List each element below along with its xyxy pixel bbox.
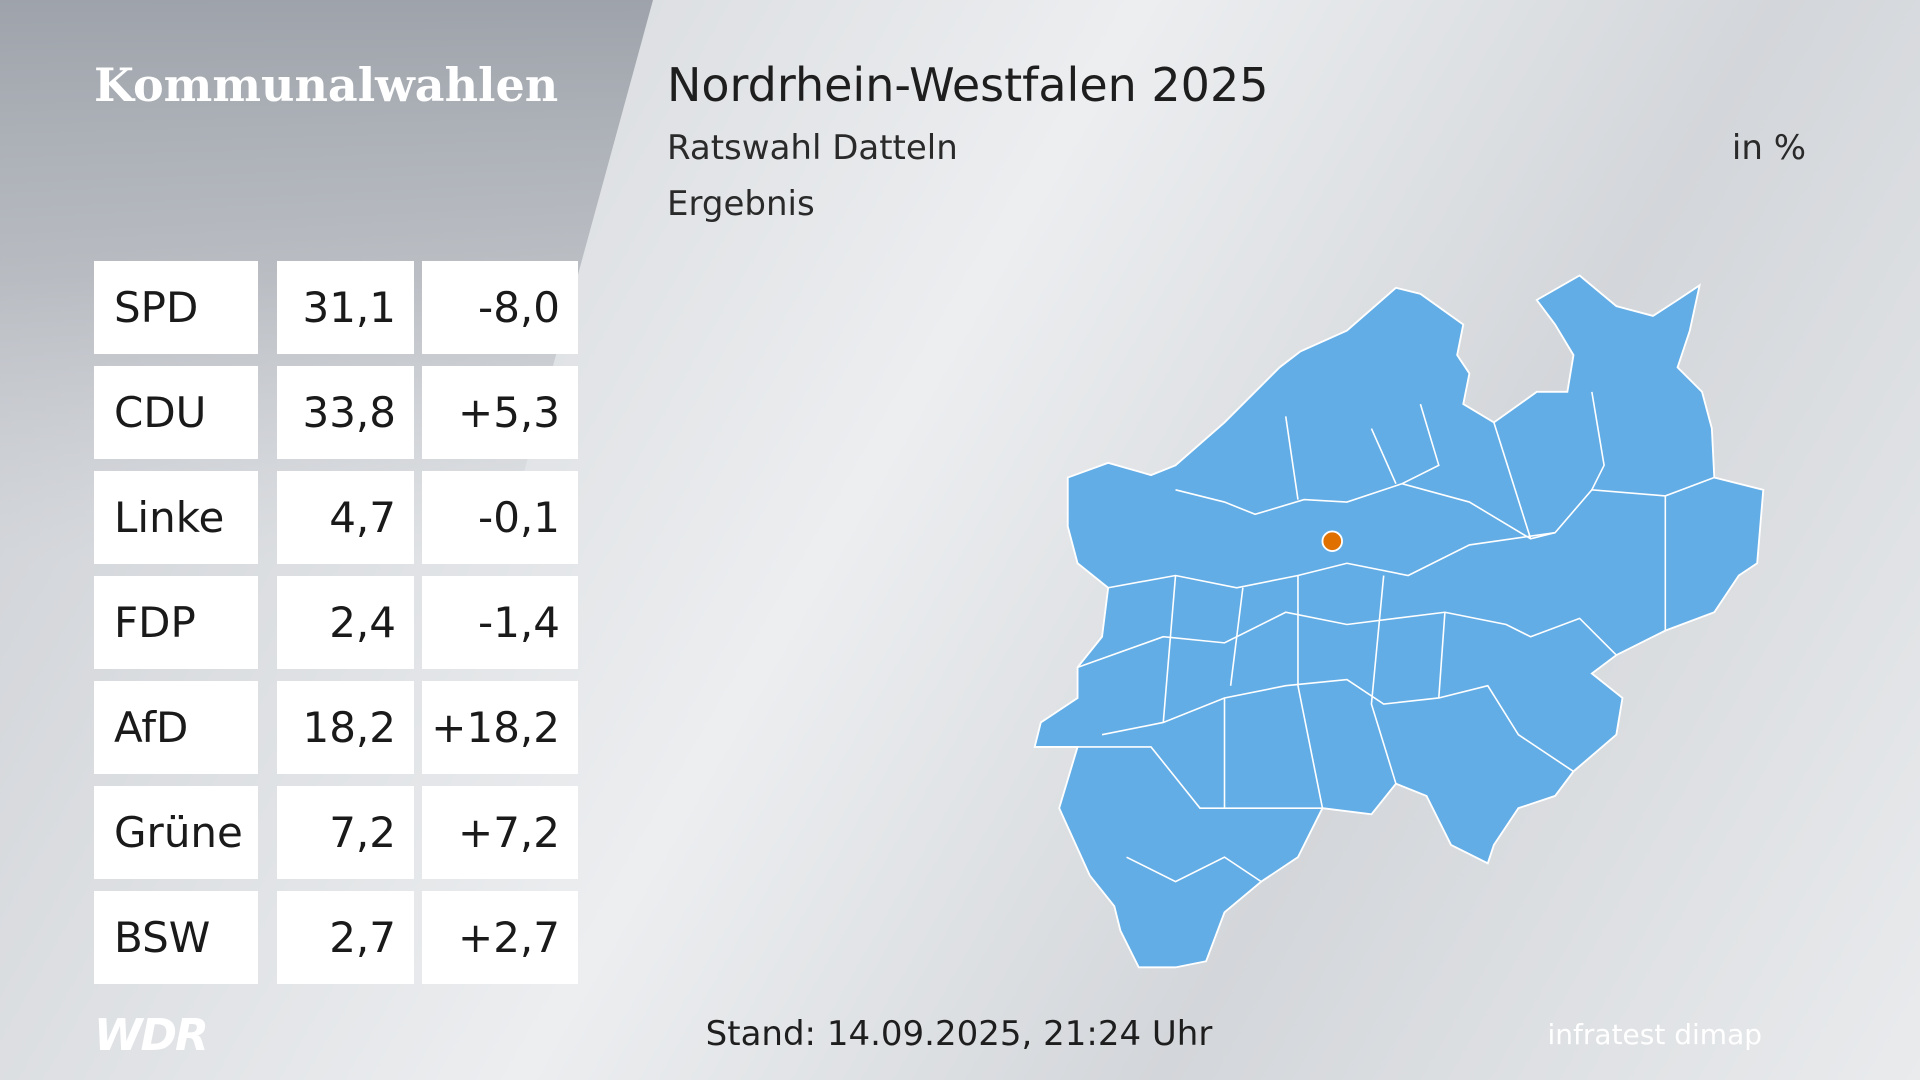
timestamp: Stand: 14.09.2025, 21:24 Uhr [705,1014,1213,1054]
map-region [1033,274,1765,969]
change-cell: -8,0 [422,261,578,354]
party-cell: SPD [94,261,258,354]
change-cell: -0,1 [422,471,578,564]
share-cell: 33,8 [277,366,414,459]
unit: in % [1731,128,1806,168]
sidebar-title: Kommunalwahlen [94,58,559,112]
change-cell: +2,7 [422,891,578,984]
share-cell: 2,7 [277,891,414,984]
change-cell: -1,4 [422,576,578,669]
party-cell: CDU [94,366,258,459]
title: Nordrhein-Westfalen 2025 [667,58,1269,112]
location-marker [1321,530,1343,552]
share-cell: 4,7 [277,471,414,564]
share-cell: 7,2 [277,786,414,879]
source: infratest dimap [1547,1018,1762,1051]
party-cell: Linke [94,471,258,564]
party-cell: Grüne [94,786,258,879]
party-cell: AfD [94,681,258,774]
map-borders [1077,391,1715,883]
map [1033,274,1765,969]
share-cell: 2,4 [277,576,414,669]
change-cell: +18,2 [422,681,578,774]
party-cell: FDP [94,576,258,669]
label: Ergebnis [667,184,815,224]
subtitle: Ratswahl Datteln [667,128,958,168]
share-cell: 18,2 [277,681,414,774]
change-cell: +5,3 [422,366,578,459]
change-cell: +7,2 [422,786,578,879]
party-cell: BSW [94,891,258,984]
share-cell: 31,1 [277,261,414,354]
logo: WDR [94,1010,209,1061]
